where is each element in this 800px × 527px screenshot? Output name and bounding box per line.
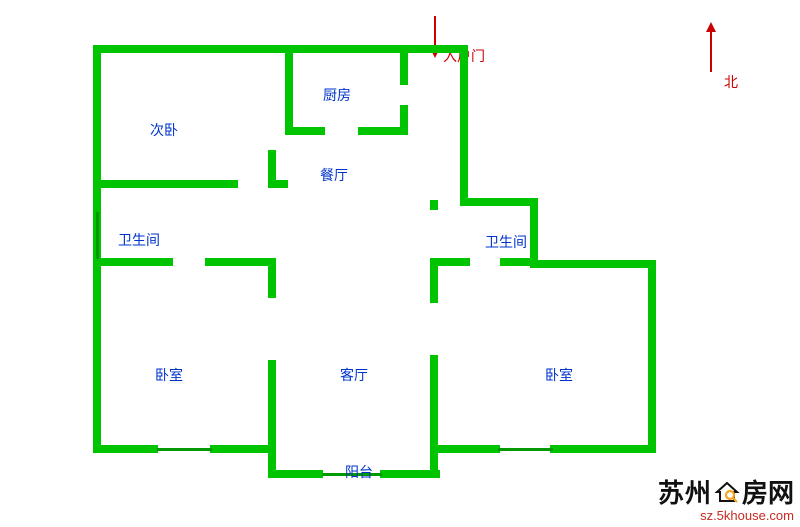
wall-segment <box>93 258 173 266</box>
watermark-left-text: 苏州 <box>658 473 712 510</box>
wall-segment <box>405 45 468 53</box>
wall-segment <box>530 260 656 268</box>
wall-segment <box>93 45 408 53</box>
room-label-bath2: 卫生间 <box>485 232 527 252</box>
room-label-bath1: 卫生间 <box>118 230 160 250</box>
wall-segment <box>430 258 438 303</box>
wall-segment <box>93 180 238 188</box>
wall-segment <box>210 445 270 453</box>
window-line <box>157 448 212 451</box>
wall-segment <box>268 180 288 188</box>
wall-segment <box>460 45 468 206</box>
watermark-right-text: 房网 <box>742 473 794 510</box>
wall-segment <box>93 258 101 453</box>
watermark: 苏州 房网 sz.5khouse.com <box>658 473 794 523</box>
window-line <box>498 448 553 451</box>
wall-segment <box>268 470 323 478</box>
compass-label: 北 <box>724 72 738 92</box>
entrance-arrow <box>428 14 442 60</box>
wall-segment <box>285 45 293 135</box>
window-line <box>96 212 99 259</box>
house-search-icon <box>713 478 741 506</box>
wall-segment <box>550 445 655 453</box>
wall-segment <box>285 127 325 135</box>
wall-segment <box>400 45 408 85</box>
wall-segment <box>268 258 276 298</box>
room-label-kitchen: 厨房 <box>323 85 351 105</box>
floor-plan-canvas: 北 入户门 次卧厨房餐厅卫生间卫生间卧室客厅卧室阳台 苏州 房网 sz.5kho… <box>0 0 800 527</box>
wall-segment <box>430 445 500 453</box>
wall-segment <box>460 198 538 206</box>
room-label-living: 客厅 <box>340 365 368 385</box>
room-label-dining: 餐厅 <box>320 165 348 185</box>
room-label-balcony: 阳台 <box>345 462 373 482</box>
wall-segment <box>93 445 158 453</box>
wall-segment <box>205 258 275 266</box>
wall-segment <box>430 355 438 453</box>
room-label-bedroom_left: 卧室 <box>155 365 183 385</box>
compass-arrow <box>704 22 718 74</box>
wall-segment <box>648 260 656 453</box>
room-label-secondary_bedroom: 次卧 <box>150 120 178 140</box>
wall-segment <box>500 258 538 266</box>
wall-segment <box>430 200 438 210</box>
watermark-url: sz.5khouse.com <box>658 508 794 523</box>
room-label-bedroom_right: 卧室 <box>545 365 573 385</box>
wall-segment <box>400 105 408 135</box>
wall-segment <box>268 360 276 453</box>
